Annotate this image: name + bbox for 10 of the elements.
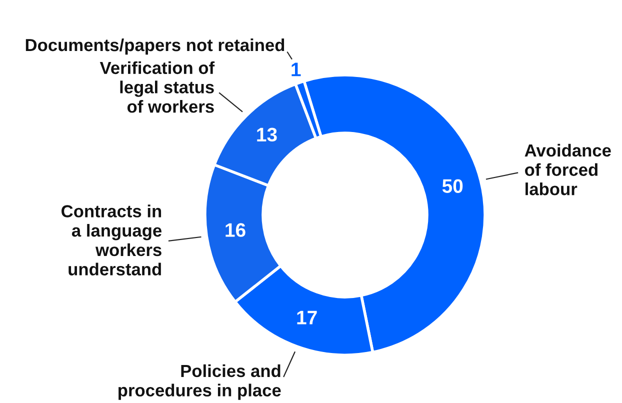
data-label: 16: [226, 223, 246, 237]
data-label: 50: [442, 179, 463, 193]
data-label: 1: [292, 62, 301, 76]
slice-label: Avoidance of forced labour: [524, 144, 611, 196]
slice-label: Verification of legal status of workers: [100, 61, 215, 113]
data-label: 17: [297, 310, 317, 324]
slice-label: Documents/papers not retained: [26, 38, 284, 55]
slice-label: Policies and procedures in place: [118, 364, 281, 400]
data-label: 13: [257, 128, 277, 142]
slice-label: Contracts in a language workers understand: [62, 204, 162, 276]
